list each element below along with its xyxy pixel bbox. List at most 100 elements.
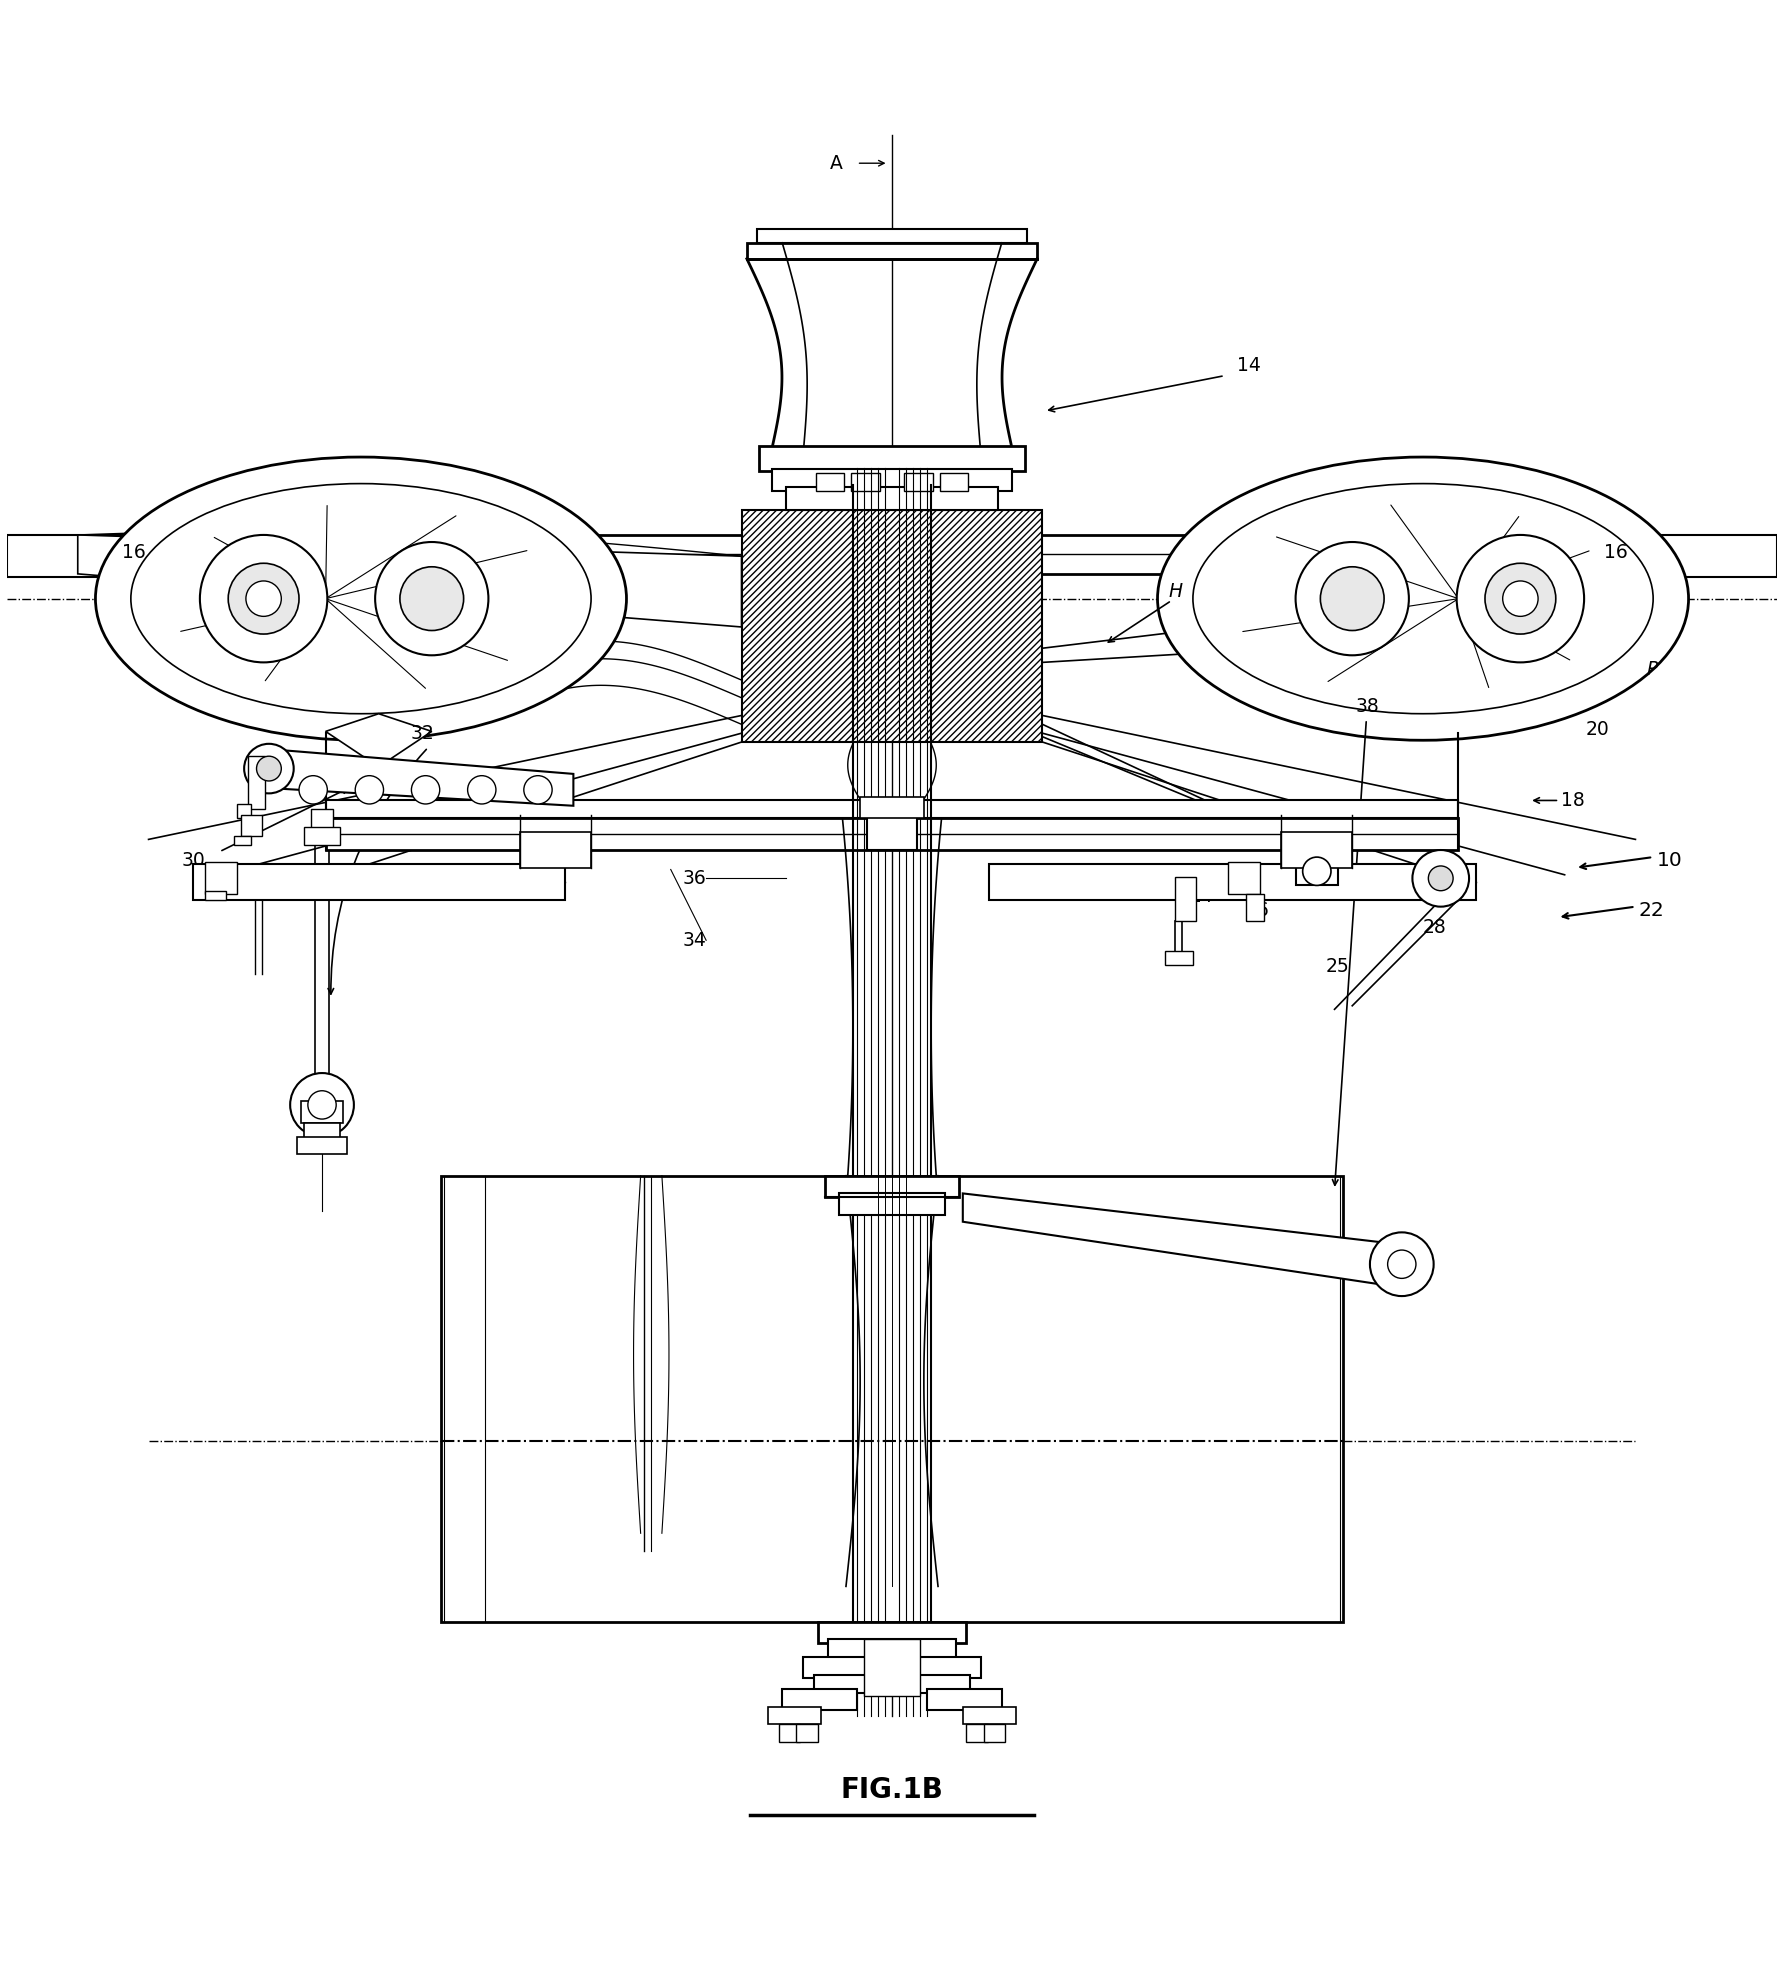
Bar [772,469,1012,490]
Bar [325,818,1459,850]
Circle shape [1388,1250,1416,1279]
Text: 20: 20 [1586,720,1609,740]
Bar [803,1658,981,1678]
Ellipse shape [1193,483,1654,714]
Text: A: A [830,153,842,173]
Text: 28: 28 [1424,918,1447,938]
Bar [1245,895,1263,920]
Circle shape [355,775,384,804]
Bar [963,1707,1015,1725]
Bar [1176,877,1197,920]
Bar [193,863,564,899]
Text: 30: 30 [182,852,205,869]
Bar [521,832,591,867]
Bar [1295,857,1338,885]
Text: 26: 26 [1245,901,1270,920]
Bar [7,536,325,577]
Bar [814,1676,970,1693]
Circle shape [1295,542,1409,655]
Bar [1281,832,1352,867]
Polygon shape [325,714,432,767]
Bar [796,1725,817,1742]
Circle shape [467,775,496,804]
Bar [1229,863,1260,895]
Bar [785,487,999,510]
Text: H: H [1169,583,1183,600]
Text: 16: 16 [1604,543,1627,563]
Polygon shape [963,1193,1406,1285]
Bar [78,536,1706,573]
Circle shape [200,536,326,663]
Bar [863,1640,921,1695]
Circle shape [1502,581,1538,616]
Bar [205,863,237,895]
Circle shape [228,563,300,634]
Text: P: P [1647,659,1657,679]
Circle shape [291,1073,353,1136]
Text: FIG.1B: FIG.1B [840,1776,944,1803]
Bar [305,828,339,846]
Bar [904,473,933,490]
Circle shape [1458,536,1584,663]
Ellipse shape [1158,457,1688,740]
Circle shape [400,567,464,630]
Text: 25: 25 [1326,957,1349,977]
Text: 14: 14 [1236,355,1261,375]
Bar [248,755,266,808]
Circle shape [244,744,294,793]
Bar [985,1725,1006,1742]
Circle shape [246,581,282,616]
Text: 32: 32 [410,724,434,744]
Circle shape [257,755,282,781]
Bar [860,797,924,818]
Ellipse shape [96,457,626,740]
Bar [824,1175,960,1197]
Bar [301,1101,343,1122]
Text: 18: 18 [1561,791,1584,810]
Text: 16: 16 [121,543,146,563]
Bar [747,243,1037,259]
Bar [781,1689,856,1711]
Circle shape [1320,567,1384,630]
Circle shape [300,775,326,804]
Bar [237,804,252,818]
Bar [205,891,227,899]
Bar [778,1725,799,1742]
Bar [867,814,917,850]
Bar [760,447,1024,471]
Text: 38: 38 [1356,697,1379,716]
Polygon shape [269,749,573,806]
Bar [1165,952,1193,965]
Text: 22: 22 [1639,901,1664,920]
Bar [815,473,844,490]
Circle shape [375,542,489,655]
Bar [940,473,969,490]
Text: 36: 36 [683,869,706,889]
Text: 34: 34 [681,930,706,950]
Circle shape [309,1091,335,1118]
Circle shape [1370,1232,1434,1297]
Bar [234,836,252,846]
Bar [838,1193,946,1214]
Circle shape [524,775,551,804]
Bar [828,1640,956,1660]
Bar [298,1136,346,1154]
Bar [769,1707,821,1725]
Bar [1459,536,1777,577]
Text: 10: 10 [1657,852,1682,869]
Bar [967,1725,988,1742]
Bar [241,814,262,836]
Bar [851,473,880,490]
Bar [758,230,1026,243]
Circle shape [1302,857,1331,885]
Bar [742,510,1042,742]
Polygon shape [78,536,742,628]
Bar [990,863,1475,899]
Bar [928,1689,1003,1711]
Bar [312,808,332,830]
Circle shape [412,775,439,804]
Text: 24: 24 [1190,887,1213,906]
Ellipse shape [130,483,591,714]
Circle shape [1413,850,1468,906]
Bar [441,1175,1343,1623]
